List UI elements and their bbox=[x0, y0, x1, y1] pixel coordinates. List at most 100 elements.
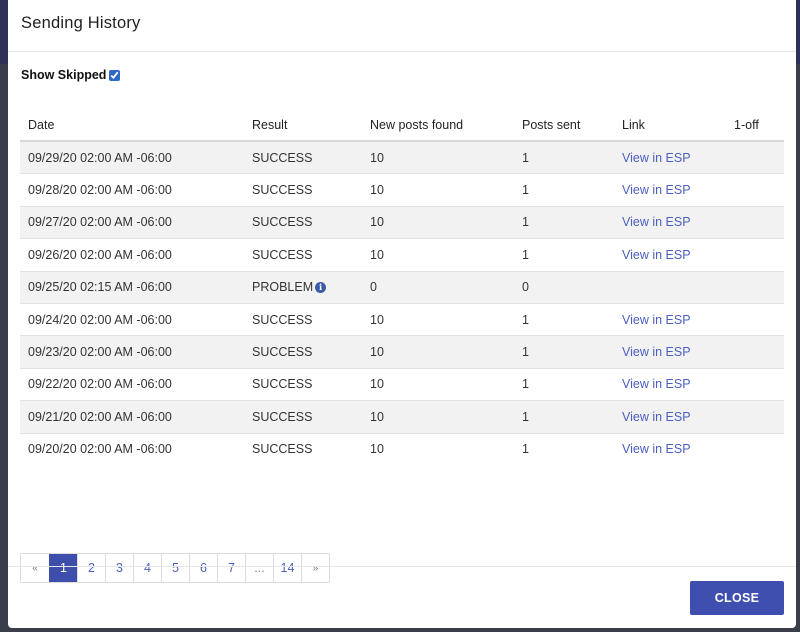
table-row: 09/23/20 02:00 AM -06:00 SUCCESS 10 1 View i… bbox=[20, 335, 784, 369]
cell-result: SUCCESS bbox=[244, 173, 362, 207]
cell-one-off bbox=[726, 270, 784, 304]
cell-posts-sent: 1 bbox=[514, 367, 614, 401]
column-header-one-off: 1-off bbox=[726, 110, 784, 142]
modal-header: Sending History bbox=[8, 0, 796, 52]
cell-posts-sent: 1 bbox=[514, 335, 614, 369]
table-row: 09/27/20 02:00 AM -06:00 SUCCESS 10 1 View i… bbox=[20, 205, 784, 239]
cell-posts-sent-text: 1 bbox=[522, 150, 529, 165]
cell-link-text[interactable]: View in ESP bbox=[622, 312, 691, 327]
cell-link-text[interactable]: View in ESP bbox=[622, 215, 691, 230]
show-skipped-checkbox[interactable] bbox=[109, 69, 121, 81]
cell-link: View in ESP bbox=[614, 140, 726, 174]
modal-footer: CLOSE bbox=[8, 566, 796, 628]
column-header-posts-sent: Posts sent bbox=[514, 110, 614, 142]
cell-posts-sent: 1 bbox=[514, 140, 614, 174]
cell-posts-sent: 0 bbox=[514, 270, 614, 304]
pagination-page-2[interactable]: 2 bbox=[77, 554, 105, 582]
cell-date: 09/26/20 02:00 AM -06:00 bbox=[20, 238, 244, 272]
cell-result-text: SUCCESS bbox=[252, 377, 313, 392]
cell-result: SUCCESS bbox=[244, 400, 362, 434]
cell-new-posts: 10 bbox=[362, 432, 514, 465]
cell-new-posts: 10 bbox=[362, 302, 514, 336]
cell-one-off bbox=[726, 173, 784, 207]
pagination-page-5[interactable]: 5 bbox=[161, 554, 189, 582]
cell-new-posts: 10 bbox=[362, 173, 514, 207]
cell-date-text: 09/24/20 02:00 AM -06:00 bbox=[28, 312, 172, 327]
cell-date-text: 09/20/20 02:00 AM -06:00 bbox=[28, 442, 172, 457]
table-row: 09/24/20 02:00 AM -06:00 SUCCESS 10 1 View i… bbox=[20, 302, 784, 336]
cell-posts-sent-text: 1 bbox=[522, 409, 529, 424]
cell-link: View in ESP bbox=[614, 432, 726, 465]
pagination-next-button[interactable]: » bbox=[301, 554, 329, 582]
cell-date: 09/20/20 02:00 AM -06:00 bbox=[20, 432, 244, 465]
sending-history-modal: Sending History Show Skipped Date Result… bbox=[8, 0, 796, 628]
cell-link: View in ESP bbox=[614, 205, 726, 239]
cell-one-off bbox=[726, 367, 784, 401]
cell-new-posts: 10 bbox=[362, 400, 514, 434]
cell-posts-sent-text: 1 bbox=[522, 345, 529, 360]
cell-date-text: 09/26/20 02:00 AM -06:00 bbox=[28, 247, 172, 262]
cell-link-text[interactable]: View in ESP bbox=[622, 345, 691, 360]
cell-date: 09/21/20 02:00 AM -06:00 bbox=[20, 400, 244, 434]
cell-link bbox=[614, 270, 726, 304]
cell-new-posts-text: 10 bbox=[370, 183, 384, 198]
cell-date: 09/24/20 02:00 AM -06:00 bbox=[20, 302, 244, 336]
cell-link-text[interactable]: View in ESP bbox=[622, 150, 691, 165]
cell-link: View in ESP bbox=[614, 238, 726, 272]
cell-new-posts-text: 10 bbox=[370, 215, 384, 230]
pagination-prev-button[interactable]: « bbox=[21, 554, 49, 582]
cell-date: 09/25/20 02:15 AM -06:00 bbox=[20, 270, 244, 304]
cell-link-text[interactable]: View in ESP bbox=[622, 247, 691, 262]
cell-new-posts: 10 bbox=[362, 140, 514, 174]
cell-posts-sent-text: 1 bbox=[522, 247, 529, 262]
cell-result-text: PROBLEM bbox=[252, 280, 314, 295]
close-button[interactable]: CLOSE bbox=[690, 581, 784, 615]
show-skipped-toggle[interactable]: Show Skipped bbox=[21, 68, 121, 82]
cell-result-text: SUCCESS bbox=[252, 442, 313, 457]
column-header-new-posts: New posts found bbox=[362, 110, 514, 142]
cell-link-text[interactable]: View in ESP bbox=[622, 183, 691, 198]
cell-one-off bbox=[726, 335, 784, 369]
cell-posts-sent: 1 bbox=[514, 238, 614, 272]
table-row: 09/20/20 02:00 AM -06:00 SUCCESS 10 1 View i… bbox=[20, 432, 784, 465]
cell-date-text: 09/27/20 02:00 AM -06:00 bbox=[28, 215, 172, 230]
info-icon[interactable]: i bbox=[315, 282, 327, 294]
cell-new-posts-text: 10 bbox=[370, 247, 384, 262]
table-header-row: Date Result New posts found Posts sent L… bbox=[20, 110, 784, 142]
cell-link-text[interactable]: View in ESP bbox=[622, 442, 691, 457]
cell-new-posts: 10 bbox=[362, 238, 514, 272]
cell-link-text[interactable]: View in ESP bbox=[622, 409, 691, 424]
cell-posts-sent: 1 bbox=[514, 302, 614, 336]
cell-result: SUCCESS bbox=[244, 367, 362, 401]
cell-new-posts: 10 bbox=[362, 205, 514, 239]
cell-posts-sent: 1 bbox=[514, 432, 614, 465]
table-row: 09/29/20 02:00 AM -06:00 SUCCESS 10 1 View i… bbox=[20, 140, 784, 174]
cell-result: SUCCESS bbox=[244, 205, 362, 239]
cell-result: SUCCESS bbox=[244, 432, 362, 465]
show-skipped-label: Show Skipped bbox=[21, 68, 107, 82]
pagination-page-1[interactable]: 1 bbox=[49, 554, 77, 582]
table-row: 09/22/20 02:00 AM -06:00 SUCCESS 10 1 View i… bbox=[20, 367, 784, 401]
cell-link-text[interactable]: View in ESP bbox=[622, 377, 691, 392]
cell-result-text: SUCCESS bbox=[252, 183, 313, 198]
cell-link: View in ESP bbox=[614, 302, 726, 336]
cell-result: SUCCESS bbox=[244, 302, 362, 336]
pagination-page-7[interactable]: 7 bbox=[217, 554, 245, 582]
cell-new-posts: 10 bbox=[362, 367, 514, 401]
cell-date-text: 09/23/20 02:00 AM -06:00 bbox=[28, 345, 172, 360]
sending-history-table: Date Result New posts found Posts sent L… bbox=[20, 110, 784, 465]
pagination-page-14[interactable]: 14 bbox=[273, 554, 301, 582]
column-header-link: Link bbox=[614, 110, 726, 142]
cell-date: 09/23/20 02:00 AM -06:00 bbox=[20, 335, 244, 369]
pagination-page-4[interactable]: 4 bbox=[133, 554, 161, 582]
pagination-page-6[interactable]: 6 bbox=[189, 554, 217, 582]
cell-date-text: 09/21/20 02:00 AM -06:00 bbox=[28, 409, 172, 424]
cell-result-text: SUCCESS bbox=[252, 150, 313, 165]
pagination-page-3[interactable]: 3 bbox=[105, 554, 133, 582]
column-header-result: Result bbox=[244, 110, 362, 142]
table-row: 09/26/20 02:00 AM -06:00 SUCCESS 10 1 View i… bbox=[20, 238, 784, 272]
cell-new-posts-text: 10 bbox=[370, 442, 384, 457]
cell-new-posts: 0 bbox=[362, 270, 514, 304]
cell-new-posts-text: 10 bbox=[370, 312, 384, 327]
cell-posts-sent-text: 1 bbox=[522, 215, 529, 230]
